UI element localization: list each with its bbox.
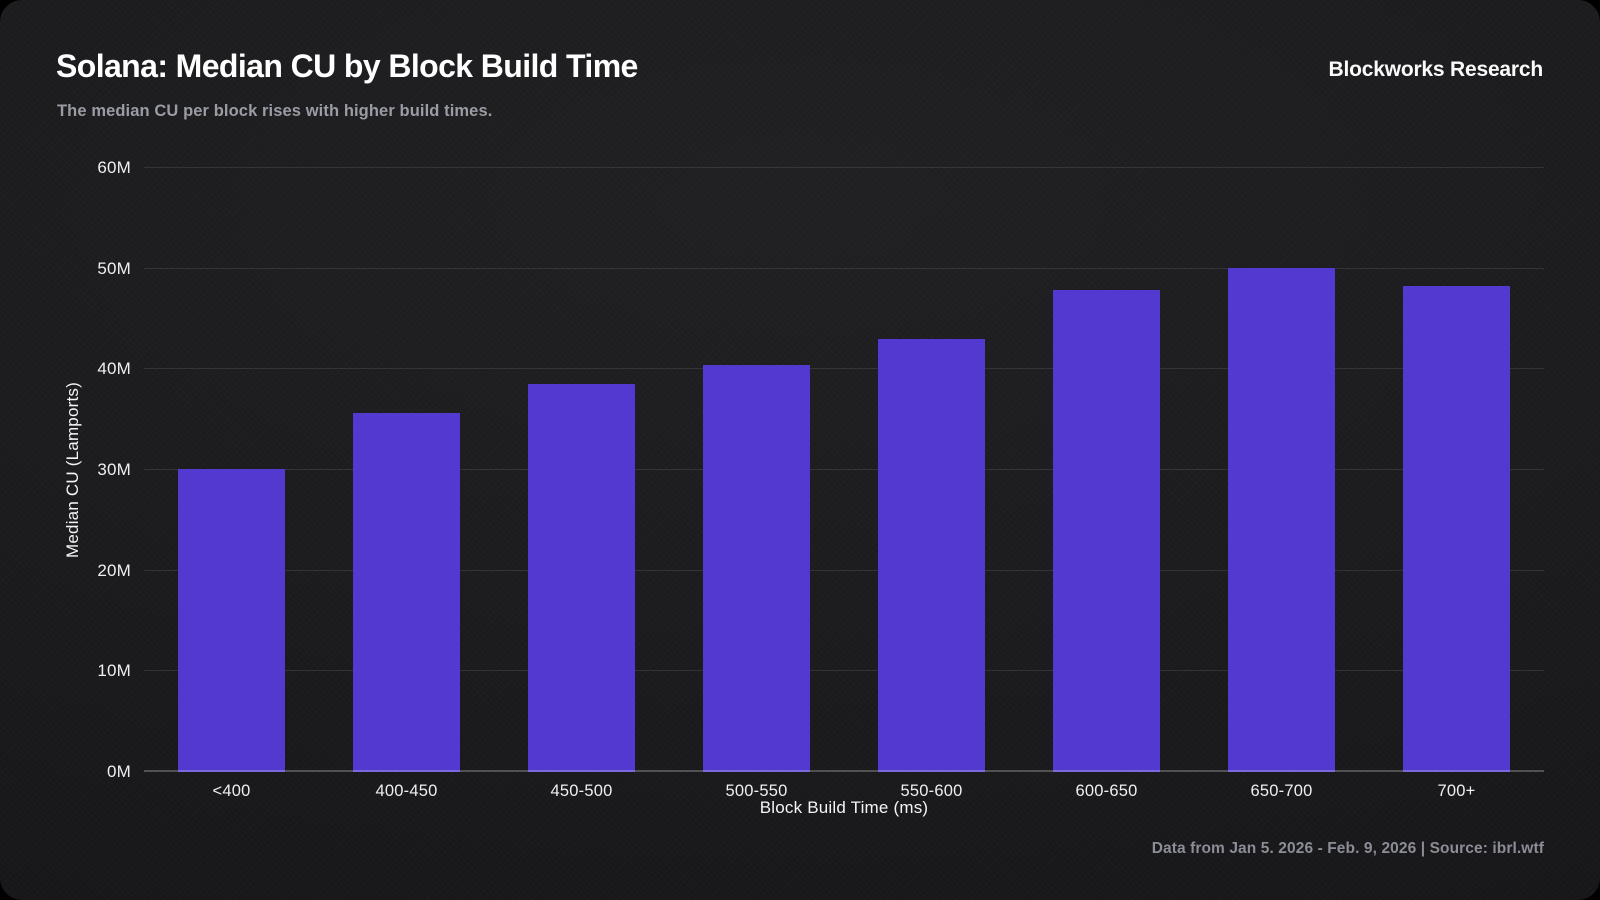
y-tick-label: 60M — [97, 158, 131, 177]
bar-550-600 — [877, 339, 986, 772]
bar-650-700 — [1227, 267, 1336, 772]
gridline — [144, 267, 1544, 269]
y-tick-label: 40M — [97, 359, 131, 379]
x-tick-label: <400 — [212, 782, 251, 800]
y-tick-label: 0M — [106, 762, 131, 781]
gridline — [144, 569, 1544, 571]
footer-note: Data from Jan 5. 2026 - Feb. 9, 2026 | S… — [1151, 840, 1544, 857]
gridline — [144, 670, 1544, 672]
bar-700+ — [1402, 285, 1511, 772]
bar-600-650 — [1052, 289, 1161, 772]
x-tick-label: 650-700 — [1250, 782, 1313, 800]
x-tick-label: 400-450 — [375, 782, 438, 800]
gridline — [144, 368, 1544, 370]
gridline — [144, 167, 1544, 168]
x-axis-baseline — [144, 770, 1544, 772]
bar-450-500 — [527, 384, 636, 772]
x-axis-title: Block Build Time (ms) — [759, 798, 929, 817]
bar-400-450 — [352, 412, 461, 772]
page-title: Solana: Median CU by Block Build Time — [56, 48, 638, 84]
x-tick-label: 700+ — [1437, 782, 1476, 800]
x-tick-label: 550-600 — [900, 782, 963, 800]
x-tick-label: 500-550 — [725, 782, 788, 800]
x-tick-label: 450-500 — [550, 782, 613, 800]
bar-<400 — [177, 469, 286, 772]
y-tick-label: 20M — [97, 560, 131, 580]
y-tick-label: 30M — [97, 460, 131, 479]
brand-logo: Blockworks Research — [1328, 58, 1544, 81]
bar-500-550 — [702, 365, 811, 772]
y-tick-label: 50M — [97, 258, 131, 278]
page-subtitle: The median CU per block rises with highe… — [57, 102, 493, 120]
plot-area: 0M 10M 20M 30M 40M 50M 60M <400 400-450 450-500 50… — [97, 158, 1544, 800]
x-tick-label: 600-650 — [1075, 782, 1138, 800]
gridline — [144, 469, 1544, 470]
y-tick-label: 10M — [97, 661, 131, 681]
